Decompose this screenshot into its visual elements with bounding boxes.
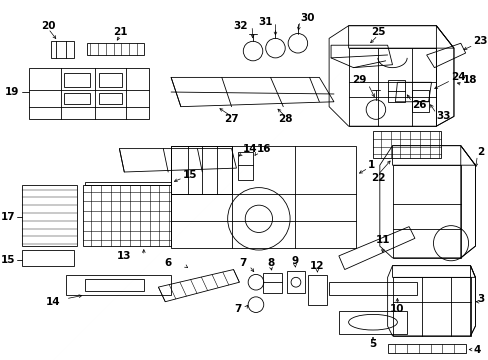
Text: 12: 12 [309,261,324,271]
Text: 1: 1 [367,160,375,170]
Text: 9: 9 [291,256,298,266]
Text: 10: 10 [389,303,404,314]
Text: 30: 30 [299,13,314,23]
Text: 17: 17 [0,212,15,222]
Text: 6: 6 [164,258,171,268]
Text: 23: 23 [472,36,487,46]
Text: 11: 11 [375,235,389,245]
Text: 24: 24 [450,72,465,82]
Text: 15: 15 [0,255,15,265]
Text: 29: 29 [351,75,366,85]
Text: 32: 32 [233,21,247,31]
Text: 26: 26 [411,100,426,110]
Text: 21: 21 [113,27,127,37]
Text: 16: 16 [256,144,271,154]
Text: 8: 8 [266,258,274,268]
Text: 14: 14 [46,297,61,307]
Text: 31: 31 [258,17,272,27]
Text: 33: 33 [435,111,450,121]
Text: 28: 28 [277,114,292,124]
Text: 4: 4 [472,345,480,355]
Text: 19: 19 [4,87,19,97]
Text: 3: 3 [476,294,484,304]
Text: 18: 18 [462,75,476,85]
Text: 7: 7 [238,258,245,268]
Text: 22: 22 [370,173,385,183]
Text: 20: 20 [41,21,55,31]
Text: 15: 15 [183,170,197,180]
Text: 7: 7 [233,303,241,314]
Bar [85,279,143,291]
Text: 5: 5 [368,339,376,349]
Text: 14: 14 [243,144,257,154]
Text: 25: 25 [370,27,385,37]
Text: 27: 27 [224,114,239,124]
Text: 2: 2 [476,148,484,157]
Text: 13: 13 [117,251,131,261]
